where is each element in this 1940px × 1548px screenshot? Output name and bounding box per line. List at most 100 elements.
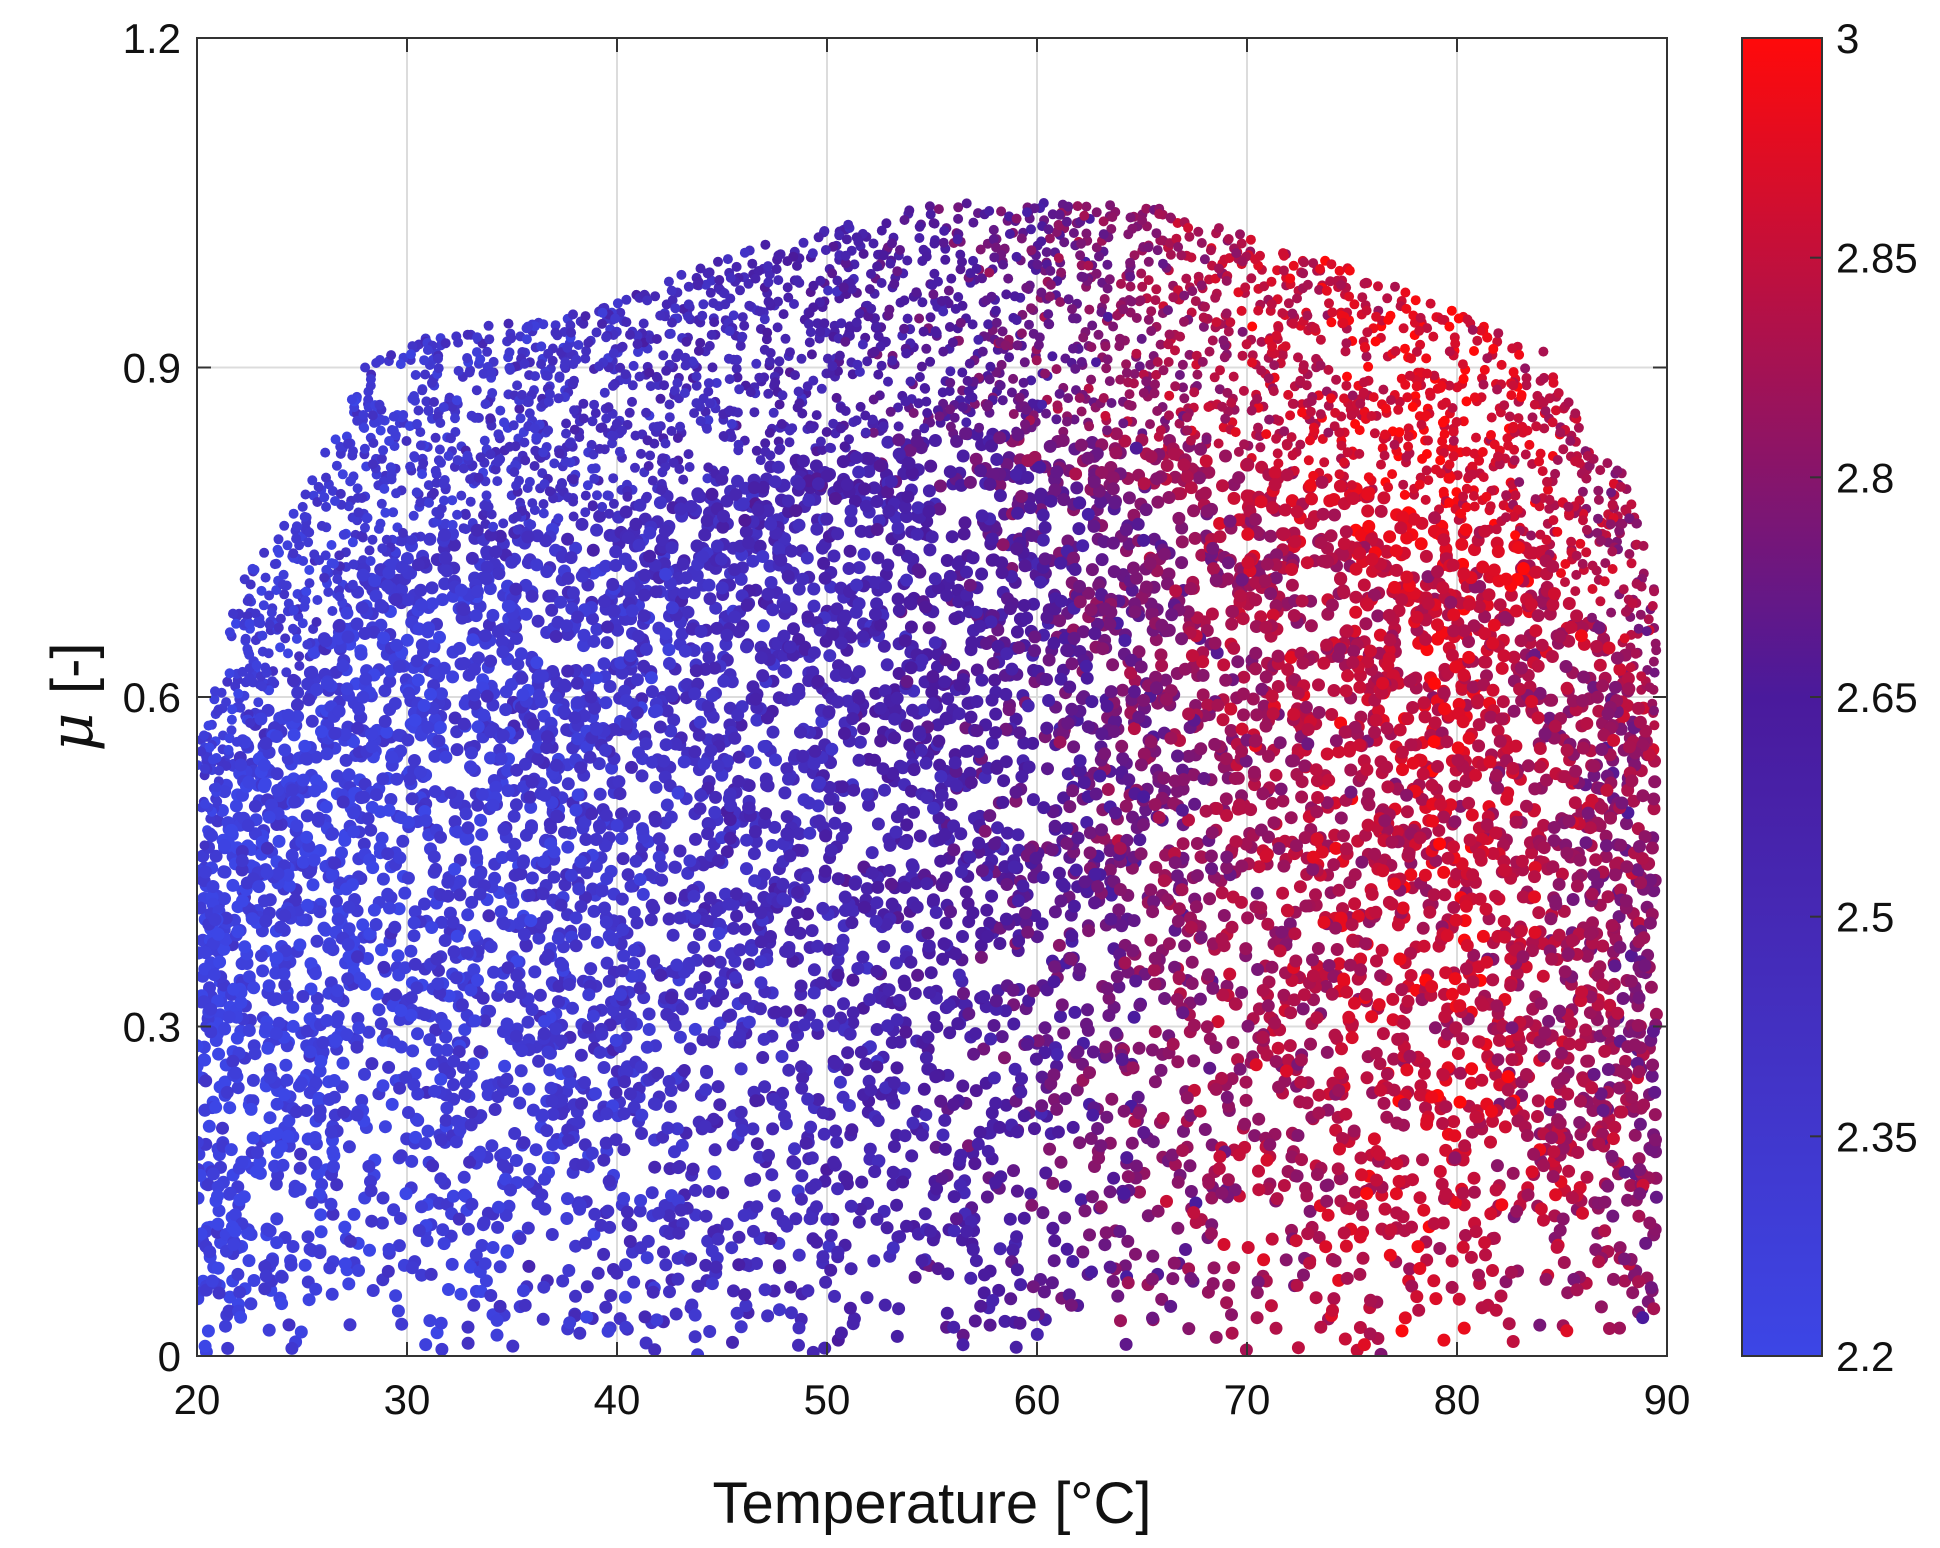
scatter-point [645,755,659,769]
scatter-point [1398,479,1409,490]
scatter-point [1171,914,1185,928]
scatter-point [1170,869,1184,883]
scatter-point [1345,1031,1359,1045]
scatter-point [1058,426,1069,437]
scatter-point [1570,879,1584,893]
scatter-point [1047,1254,1061,1268]
scatter-point [1315,334,1326,345]
scatter-point [433,630,446,644]
scatter-point [1241,1241,1255,1254]
scatter-point [862,798,876,812]
scatter-point [339,753,353,767]
scatter-point [1377,491,1391,505]
scatter-point [750,713,764,727]
scatter-point [1048,1093,1061,1107]
scatter-point [1144,883,1158,897]
scatter-point [461,1336,475,1350]
scatter-point [1188,797,1202,811]
scatter-point [633,1204,647,1218]
scatter-point [302,693,316,707]
scatter-point [648,1160,662,1174]
scatter-point [929,906,943,919]
scatter-point [1223,967,1237,981]
scatter-point [1319,1240,1333,1254]
scatter-point [1117,1104,1131,1118]
scatter-point [387,1203,401,1217]
scatter-point [1509,455,1520,466]
scatter-point [1494,1289,1508,1303]
scatter-point [1171,1055,1185,1069]
scatter-point [1647,884,1661,898]
scatter-point [938,675,952,689]
scatter-point [423,1314,437,1328]
scatter-point [219,1319,232,1333]
scatter-point [702,423,712,434]
scatter-point [1094,251,1104,262]
scatter-point [1354,448,1365,459]
scatter-point [788,1156,802,1170]
scatter-point [503,318,514,329]
scatter-point [1184,231,1195,242]
scatter-point [1320,747,1334,761]
scatter-point [1415,312,1426,323]
scatter-point [1215,886,1229,900]
scatter-point [266,607,277,618]
scatter-point [357,837,371,851]
scatter-point [1250,1311,1264,1325]
scatter-point [396,834,410,848]
scatter-point [892,1302,906,1316]
scatter-point [877,940,891,953]
scatter-point [738,922,752,936]
scatter-point [479,435,490,446]
scatter-point [1048,905,1062,919]
scatter-point [1103,863,1117,877]
scatter-point [1103,617,1117,631]
scatter-point [1118,1259,1132,1273]
scatter-point [495,635,509,649]
scatter-point [1558,444,1569,455]
scatter-point [795,1169,809,1183]
scatter-point [1276,794,1290,808]
scatter-point [467,1298,481,1312]
scatter-point [636,887,650,901]
scatter-point [724,799,738,813]
scatter-point [642,1007,656,1021]
scatter-point [1067,740,1081,754]
scatter-point [968,217,979,228]
scatter-point [1376,1027,1390,1041]
scatter-point [1573,422,1584,433]
scatter-point [698,528,712,542]
scatter-point [325,1287,339,1301]
scatter-point [997,774,1011,788]
scatter-point [1019,357,1030,368]
scatter-point [934,854,948,868]
scatter-point [1003,273,1014,284]
scatter-point [406,1044,420,1058]
scatter-point [586,439,597,450]
scatter-point [1435,1177,1449,1191]
scatter-point [1551,405,1561,416]
scatter-point [811,410,822,421]
scatter-point [1133,833,1147,847]
scatter-point [526,519,537,530]
scatter-point [658,350,669,361]
scatter-point [841,234,852,245]
scatter-point [671,352,682,363]
scatter-point [1010,1230,1024,1244]
scatter-point [1498,1120,1512,1134]
scatter-point [655,393,666,404]
scatter-point [1228,371,1239,382]
scatter-point [754,955,768,969]
scatter-point [1233,1062,1247,1076]
scatter-point [523,790,537,804]
scatter-point [1083,383,1094,394]
scatter-point [975,567,989,581]
scatter-point [575,1097,588,1111]
scatter-point [1401,712,1415,726]
scatter-point [1102,283,1113,294]
scatter-point [274,547,284,558]
scatter-point [580,353,591,364]
scatter-point [496,1158,510,1172]
scatter-point [372,1003,386,1017]
scatter-point [967,1047,981,1061]
